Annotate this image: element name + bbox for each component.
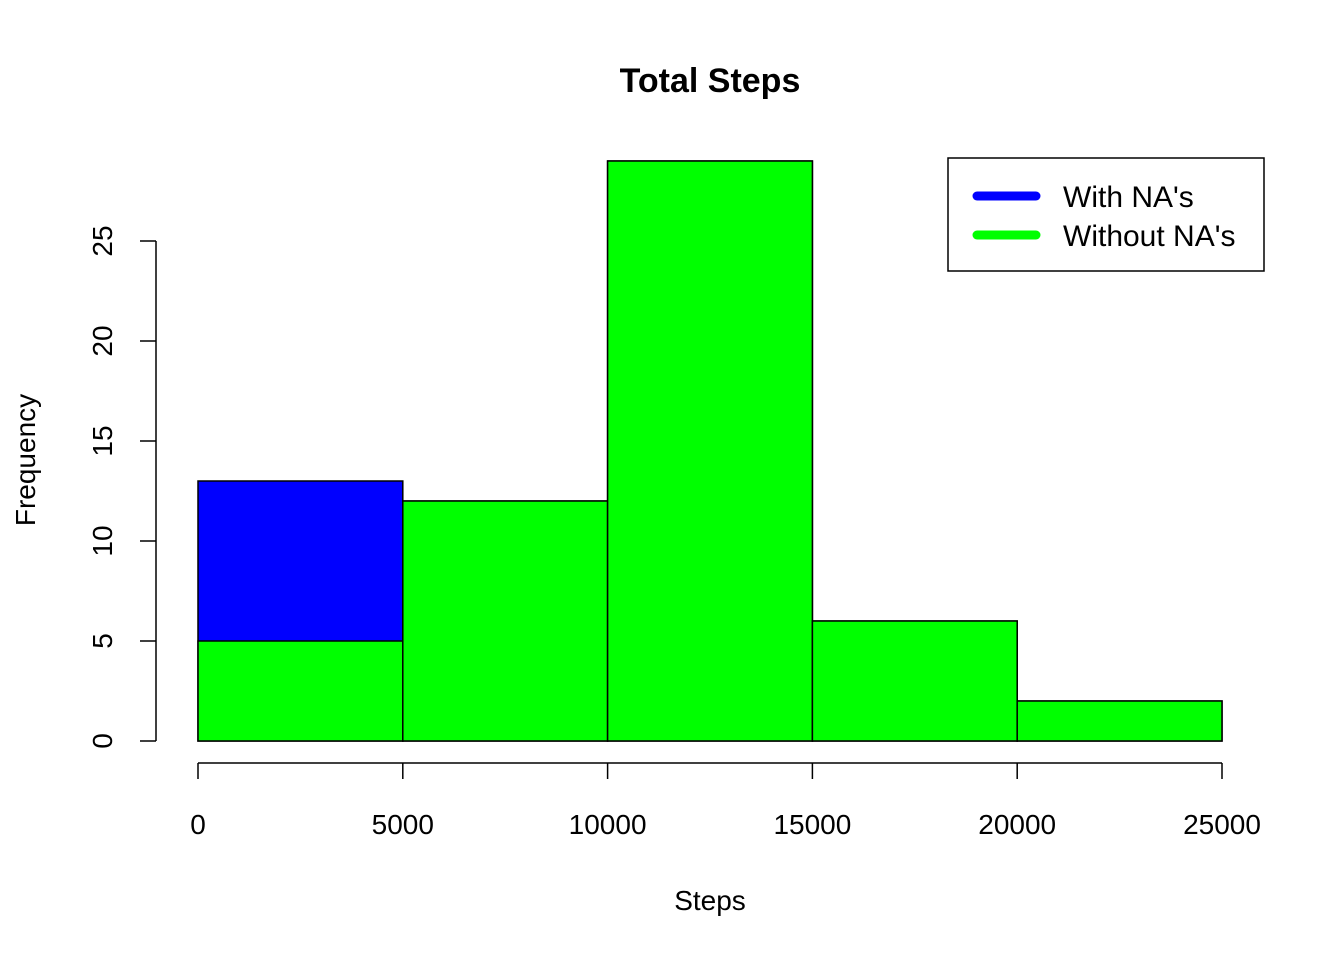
chart-title: Total Steps [620,62,801,100]
x-tick-label: 5000 [372,809,434,840]
bar-series-1-bin-4 [1016,700,1223,742]
x-tick-label: 10000 [569,809,647,840]
bars-layer [197,160,1223,742]
y-axis: 0 5 10 15 20 25 [87,225,157,749]
legend-label-with-nas: With NA's [1063,181,1194,214]
legend-box [947,157,1265,272]
y-axis-label: Frequency [10,394,41,526]
x-axis: 0 5000 10000 15000 20000 25000 [190,762,1261,840]
y-tick-label: 5 [87,633,118,649]
x-axis-label: Steps [674,885,746,916]
y-tick-label: 20 [87,325,118,356]
y-tick-label: 25 [87,225,118,256]
bar-series-1-bin-2 [606,160,814,742]
x-tick-label: 25000 [1183,809,1261,840]
x-tick-label: 0 [190,809,206,840]
bar-series-1-bin-0 [197,640,404,742]
x-tick-label: 20000 [978,809,1056,840]
y-tick-label: 15 [87,425,118,456]
y-tick-label: 10 [87,525,118,556]
bar-series-1-bin-3 [811,620,1018,742]
bar-series-1-bin-1 [402,500,609,742]
x-tick-label: 15000 [773,809,851,840]
legend-label-without-nas: Without NA's [1063,220,1235,253]
y-tick-label: 0 [87,733,118,749]
legend: With NA's Without NA's [947,157,1265,272]
